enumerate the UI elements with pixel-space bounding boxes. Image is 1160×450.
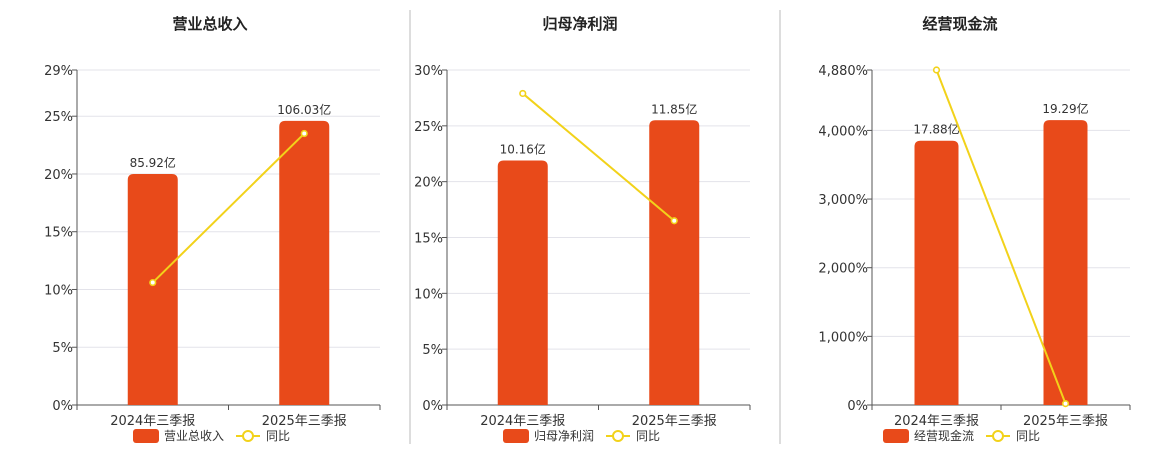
chart-panel-1: 营业总收入 0% 5% 10% 15% 20% 25% 29% 2024年三季报 2025年三季报… [44, 15, 381, 443]
yoy-point [519, 89, 527, 98]
chart-panel-3: 经营现金流 0% 1,000% 2,000% 3,000% 4,000% 4,880% 202… [818, 15, 1131, 443]
yoy-point [932, 66, 941, 74]
yoy-line [522, 92, 675, 222]
bar [914, 140, 959, 405]
legend-label-line: 同比 [636, 429, 660, 443]
legend-swatch-point [992, 430, 1004, 442]
bar-value-label: 10.16亿 [500, 141, 546, 156]
y-tick-label: 1,000% [818, 330, 868, 345]
bar-value-label: 17.88亿 [913, 122, 959, 137]
legend: 归母净利润 同比 [503, 429, 660, 443]
y-tick-label: 4,000% [818, 124, 868, 139]
y-tick-label: 25% [44, 110, 73, 125]
bar-value-label: 11.85亿 [651, 101, 697, 116]
yoy-line [935, 69, 1067, 404]
y-tick-label: 3,000% [818, 193, 868, 208]
bar [649, 120, 700, 405]
legend-label-line: 同比 [266, 429, 290, 443]
yoy-point [300, 129, 308, 138]
x-tick-label: 2025年三季报 [632, 414, 717, 429]
x-tick-label: 2025年三季报 [1023, 414, 1108, 429]
bar [279, 120, 330, 406]
yoy-point [149, 278, 157, 287]
legend-swatch-bar [883, 429, 909, 443]
y-tick-label: 29% [44, 64, 73, 79]
x-tick-label: 2024年三季报 [480, 414, 565, 429]
chart-panel-2: 归母净利润 0% 5% 10% 15% 20% 25% 30% 2024年三季报 2025年三季报… [414, 15, 751, 443]
x-tick-label: 2025年三季报 [262, 414, 347, 429]
y-tick-label: 0% [422, 399, 443, 414]
chart-title: 经营现金流 [922, 15, 997, 33]
bar-value-label: 85.92亿 [130, 155, 176, 170]
legend: 营业总收入 同比 [133, 429, 290, 443]
bar [1043, 120, 1088, 405]
y-tick-label: 2,000% [818, 262, 868, 277]
y-tick-label: 5% [422, 343, 443, 358]
legend-swatch-bar [503, 429, 529, 443]
legend-label-bar: 营业总收入 [164, 429, 224, 443]
legend-label-bar: 归母净利润 [534, 429, 594, 443]
yoy-point [670, 217, 678, 225]
x-tick-label: 2024年三季报 [110, 414, 195, 429]
legend-swatch-point [612, 430, 624, 442]
y-tick-label: 20% [44, 168, 73, 183]
legend-swatch-point [242, 430, 254, 442]
legend-label-bar: 经营现金流 [914, 428, 974, 443]
legend-swatch-bar [133, 429, 159, 443]
y-tick-label: 4,880% [818, 64, 868, 79]
bar-value-label: 106.03亿 [277, 102, 331, 117]
y-tick-label: 0% [52, 399, 73, 414]
y-tick-label: 15% [414, 232, 443, 247]
chart-title: 营业总收入 [172, 15, 247, 33]
legend: 经营现金流 同比 [883, 428, 1040, 443]
y-tick-label: 5% [52, 341, 73, 356]
y-tick-label: 10% [44, 283, 73, 298]
y-tick-label: 0% [847, 399, 868, 414]
y-tick-label: 30% [414, 64, 443, 79]
y-tick-label: 15% [44, 226, 73, 241]
bar-value-label: 19.29亿 [1042, 101, 1088, 116]
y-tick-label: 20% [414, 176, 443, 191]
x-tick-label: 2024年三季报 [894, 414, 979, 429]
bar [127, 173, 178, 405]
y-tick-label: 10% [414, 287, 443, 302]
yoy-line [152, 132, 305, 284]
bar [497, 160, 548, 405]
chart-title: 归母净利润 [542, 15, 617, 33]
yoy-point [1061, 400, 1070, 408]
legend-label-line: 同比 [1016, 429, 1040, 443]
y-tick-label: 25% [414, 120, 443, 135]
